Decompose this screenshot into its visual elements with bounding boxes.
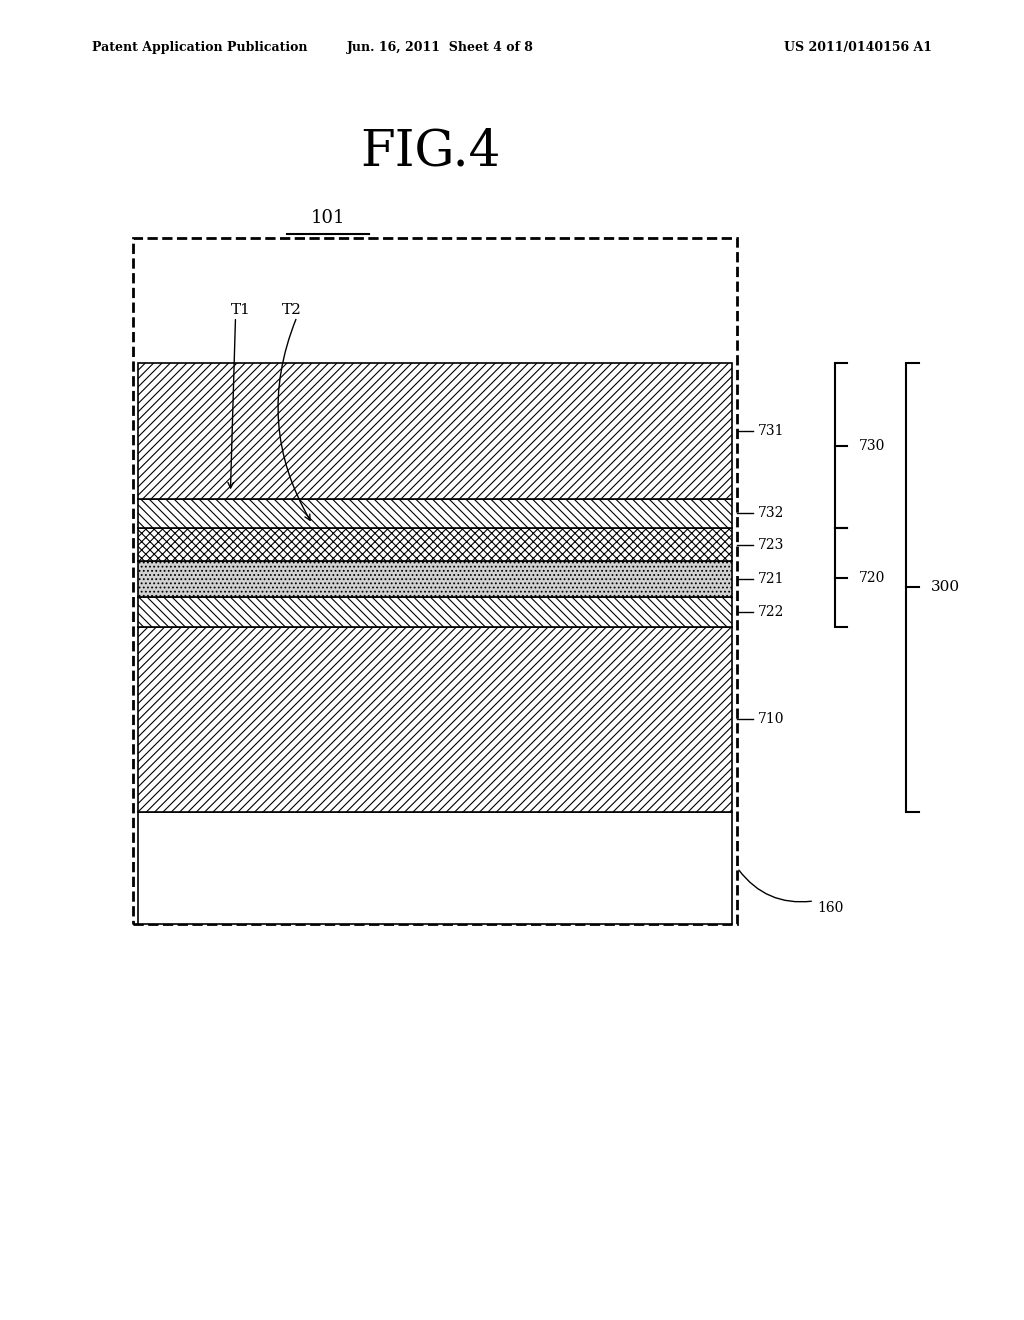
Text: 721: 721 — [758, 572, 784, 586]
Text: Patent Application Publication: Patent Application Publication — [92, 41, 307, 54]
Bar — [138, 499, 732, 528]
Bar — [138, 561, 732, 597]
Text: 723: 723 — [758, 537, 784, 552]
Bar — [133, 238, 737, 924]
Bar — [138, 363, 732, 499]
Bar — [138, 627, 732, 812]
Text: 730: 730 — [859, 438, 886, 453]
Text: 160: 160 — [817, 900, 844, 915]
Text: FIG.4: FIG.4 — [359, 127, 501, 177]
Text: 722: 722 — [758, 605, 784, 619]
Text: T1: T1 — [230, 302, 251, 317]
Text: Jun. 16, 2011  Sheet 4 of 8: Jun. 16, 2011 Sheet 4 of 8 — [347, 41, 534, 54]
Text: 300: 300 — [931, 581, 959, 594]
Bar — [138, 812, 732, 924]
Text: 732: 732 — [758, 507, 784, 520]
Bar — [138, 528, 732, 561]
Text: US 2011/0140156 A1: US 2011/0140156 A1 — [783, 41, 932, 54]
Text: 720: 720 — [859, 570, 886, 585]
Text: T2: T2 — [282, 302, 302, 317]
Text: 710: 710 — [758, 713, 784, 726]
Bar — [138, 597, 732, 627]
Text: 101: 101 — [310, 209, 345, 227]
Text: 731: 731 — [758, 424, 784, 438]
